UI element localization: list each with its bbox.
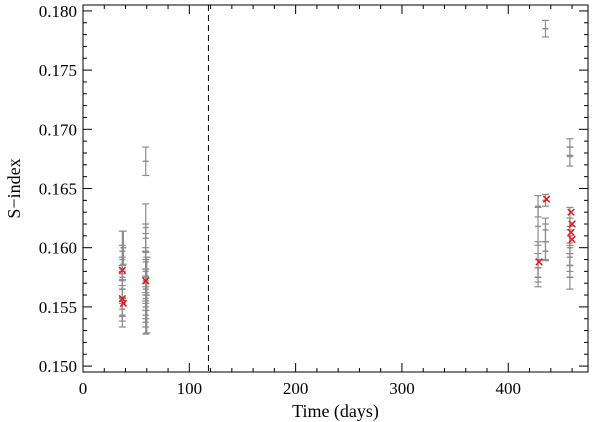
x-marker bbox=[119, 299, 128, 308]
x-marker bbox=[567, 208, 575, 216]
y-tick-label: 0.165 bbox=[39, 180, 77, 199]
x-axis-label: Time (days) bbox=[292, 401, 379, 422]
x-tick-label: 0 bbox=[79, 379, 88, 398]
x-tick-label: 100 bbox=[177, 379, 203, 398]
x-marker bbox=[568, 220, 576, 228]
x-tick-label: 300 bbox=[389, 379, 415, 398]
x-marker bbox=[118, 266, 127, 274]
y-tick-label: 0.150 bbox=[39, 357, 77, 376]
x-marker bbox=[542, 195, 551, 203]
y-tick-label: 0.160 bbox=[39, 239, 77, 258]
plot-area: 0 100 200 300 400 0.150 0.155 0.160 0.165 0.170 0.… bbox=[39, 2, 589, 398]
y-tick-label: 0.170 bbox=[39, 120, 77, 139]
x-marker bbox=[141, 277, 150, 285]
y-axis-label: S−index bbox=[4, 158, 24, 218]
x-marker bbox=[568, 235, 576, 244]
y-tick-label: 0.180 bbox=[39, 2, 77, 21]
y-tick-label: 0.175 bbox=[39, 61, 77, 80]
x-tick-label: 200 bbox=[283, 379, 309, 398]
plot-frame bbox=[82, 4, 589, 373]
x-tick-label: 400 bbox=[496, 379, 522, 398]
y-tick-label: 0.155 bbox=[39, 298, 77, 317]
x-marker bbox=[535, 258, 543, 266]
x-marker bbox=[567, 228, 575, 237]
